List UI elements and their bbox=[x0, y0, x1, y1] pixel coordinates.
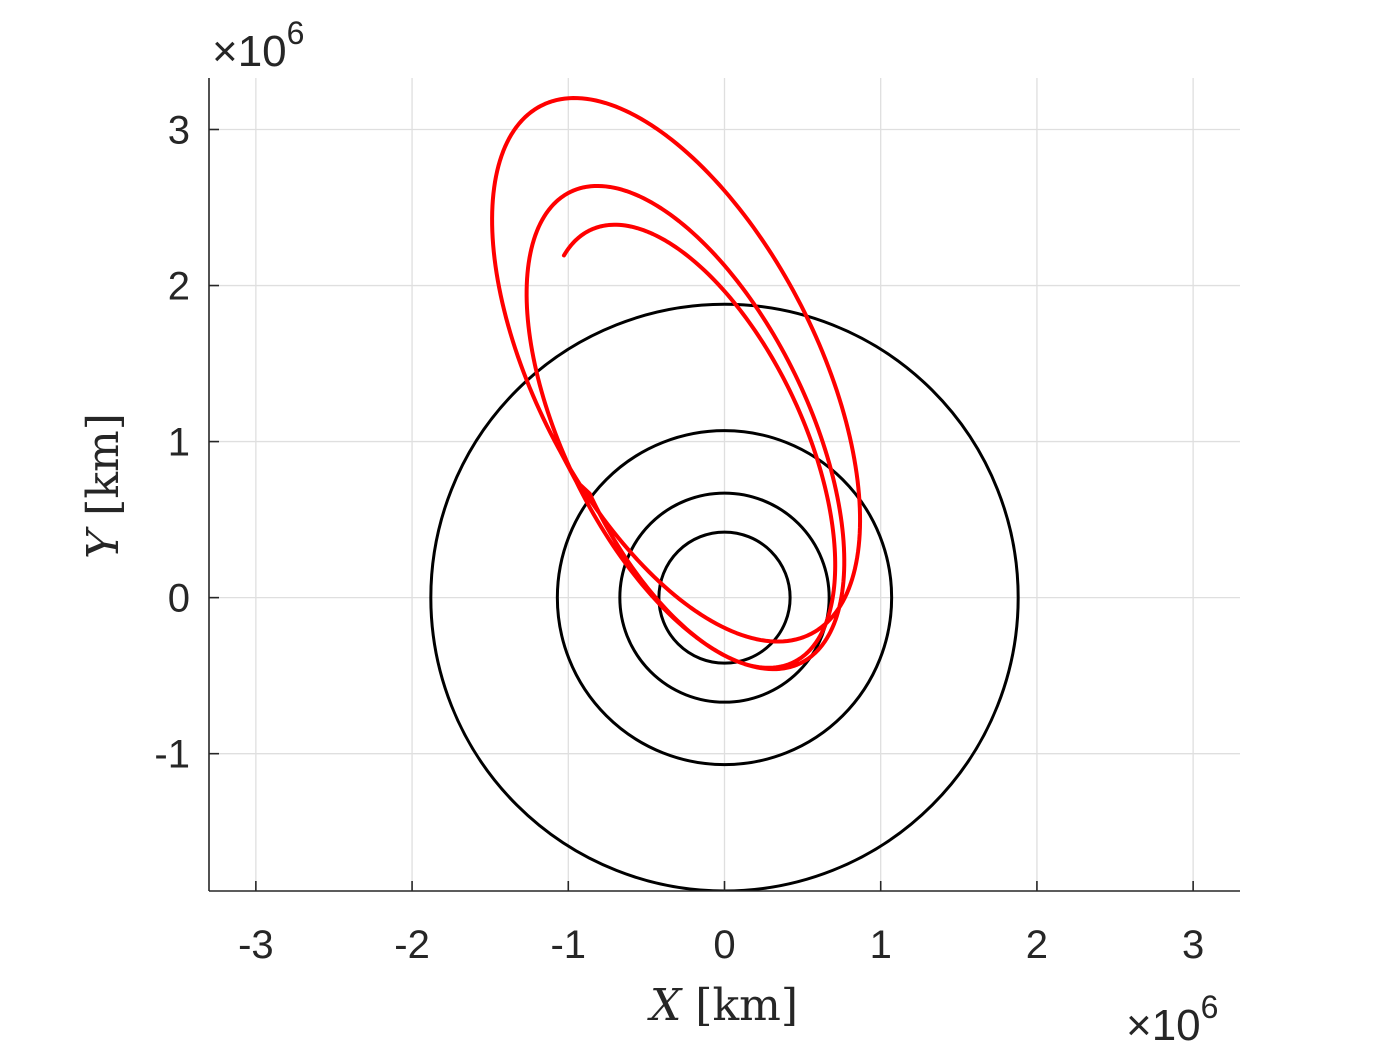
orbit-circle bbox=[657, 530, 792, 665]
orbit-circle bbox=[429, 302, 1020, 891]
y-axis-label: Y[km] bbox=[78, 413, 129, 559]
axes bbox=[208, 78, 1240, 892]
x-tick-label: 0 bbox=[713, 923, 735, 967]
grid bbox=[209, 78, 1240, 891]
y-exponent-label: ×106 bbox=[212, 15, 304, 76]
x-tick-label: -3 bbox=[238, 923, 274, 967]
y-tick-label: 2 bbox=[168, 265, 190, 309]
x-tick-label: -2 bbox=[394, 923, 430, 967]
y-tick-label: 0 bbox=[168, 577, 190, 621]
trajectory-line bbox=[490, 96, 863, 672]
y-tick-label: -1 bbox=[154, 733, 190, 777]
x-tick-label: 1 bbox=[870, 923, 892, 967]
y-tick-label: 3 bbox=[168, 108, 190, 152]
tick-labels: -3 -2 -1 0 1 2 3 -1 0 1 2 3 bbox=[154, 108, 1204, 967]
trajectory bbox=[490, 96, 863, 672]
x-exponent-label: ×106 bbox=[1126, 989, 1218, 1050]
x-tick-label: -1 bbox=[550, 923, 586, 967]
orbit-circle bbox=[618, 491, 831, 704]
x-axis-label: X [km] bbox=[647, 980, 798, 1031]
circles bbox=[429, 302, 1020, 891]
orbit-circle bbox=[555, 429, 894, 767]
plot-area bbox=[429, 96, 1020, 891]
x-tick-label: 3 bbox=[1182, 923, 1204, 967]
y-tick-label: 1 bbox=[168, 421, 190, 465]
x-tick-label: 2 bbox=[1026, 923, 1048, 967]
